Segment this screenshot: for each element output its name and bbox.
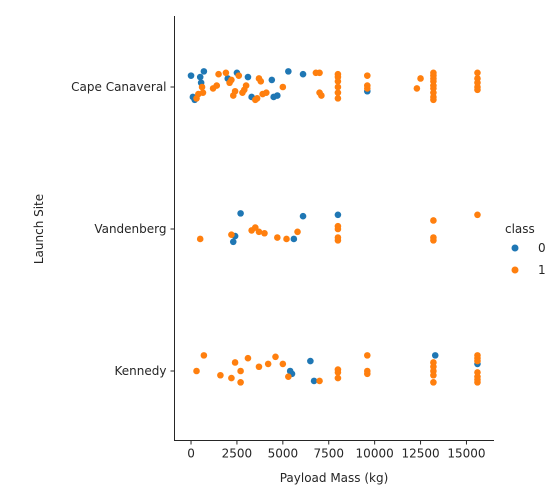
- data-point-class-1: [263, 89, 270, 96]
- data-point-class-0: [432, 352, 439, 359]
- data-point-class-1: [364, 371, 371, 378]
- data-point-class-1: [201, 352, 208, 359]
- data-point-class-1: [430, 237, 437, 244]
- data-point-class-1: [364, 85, 371, 92]
- data-point-class-1: [285, 373, 292, 380]
- legend-marker-0: [512, 245, 519, 252]
- data-point-class-1: [335, 369, 342, 376]
- data-point-class-1: [335, 78, 342, 85]
- data-point-class-0: [285, 68, 292, 75]
- y-axis-ticks: Cape Canaveral Vandenberg Kennedy: [71, 80, 174, 378]
- x-tick-label: 7500: [313, 447, 344, 461]
- data-point-class-1: [261, 230, 268, 237]
- data-point-class-1: [283, 236, 290, 243]
- x-tick-label: 2500: [222, 447, 253, 461]
- x-tick-label: 10000: [356, 447, 394, 461]
- data-point-class-1: [335, 375, 342, 382]
- y-tick-label: Kennedy: [115, 364, 167, 378]
- data-point-class-1: [335, 89, 342, 96]
- data-point-class-1: [215, 71, 222, 78]
- x-tick-label: 12500: [401, 447, 439, 461]
- legend-marker-1: [512, 267, 519, 274]
- data-point-class-0: [307, 358, 314, 365]
- data-point-class-1: [256, 363, 263, 370]
- legend-label-0: 0: [538, 241, 546, 255]
- legend-title: class: [505, 222, 535, 236]
- data-point-class-1: [232, 359, 239, 366]
- data-point-class-1: [243, 82, 250, 89]
- x-tick-label: 0: [187, 447, 195, 461]
- data-point-class-1: [256, 229, 263, 236]
- data-point-class-0: [188, 72, 195, 79]
- x-axis-label: Payload Mass (kg): [280, 471, 389, 485]
- points-layer: [188, 68, 481, 386]
- data-point-class-1: [200, 89, 207, 96]
- data-point-class-1: [245, 355, 252, 362]
- data-point-class-0: [230, 238, 237, 245]
- y-tick-label: Cape Canaveral: [71, 80, 166, 94]
- legend: class 0 1: [505, 222, 546, 277]
- x-tick-label: 5000: [268, 447, 299, 461]
- data-point-class-1: [474, 358, 481, 365]
- data-point-class-0: [197, 74, 204, 81]
- data-point-class-1: [474, 87, 481, 94]
- data-point-class-1: [316, 378, 323, 385]
- data-point-class-1: [237, 379, 244, 386]
- data-point-class-1: [430, 372, 437, 379]
- data-point-class-1: [335, 84, 342, 91]
- x-tick-label: 15000: [447, 447, 485, 461]
- data-point-class-1: [235, 72, 242, 79]
- data-point-class-1: [318, 92, 325, 99]
- data-point-class-1: [364, 72, 371, 79]
- y-axis-label: Launch Site: [32, 194, 46, 264]
- data-point-class-1: [474, 379, 481, 386]
- data-point-class-1: [335, 95, 342, 102]
- data-point-class-0: [291, 236, 298, 243]
- data-point-class-1: [335, 237, 342, 244]
- data-point-class-1: [272, 354, 279, 361]
- data-point-class-1: [430, 379, 437, 386]
- data-point-class-1: [430, 96, 437, 103]
- data-point-class-1: [217, 372, 224, 379]
- data-point-class-1: [335, 226, 342, 233]
- data-point-class-0: [201, 68, 208, 75]
- data-point-class-1: [258, 78, 265, 85]
- data-point-class-1: [280, 84, 287, 91]
- data-point-class-1: [232, 88, 239, 95]
- data-point-class-0: [300, 213, 307, 220]
- data-point-class-1: [474, 70, 481, 77]
- data-point-class-1: [430, 217, 437, 224]
- data-point-class-1: [213, 82, 220, 89]
- data-point-class-1: [193, 368, 200, 375]
- data-point-class-1: [228, 77, 235, 84]
- data-point-class-1: [237, 368, 244, 375]
- data-point-class-1: [197, 236, 204, 243]
- data-point-class-1: [294, 229, 301, 236]
- x-axis-ticks: 0 2500 5000 7500 10000 12500 15000: [187, 441, 485, 461]
- data-point-class-0: [300, 71, 307, 78]
- y-tick-label: Vandenberg: [94, 222, 166, 236]
- data-point-class-1: [228, 375, 235, 382]
- data-point-class-1: [228, 231, 235, 238]
- data-point-class-1: [199, 84, 206, 91]
- data-point-class-1: [316, 70, 323, 77]
- data-point-class-1: [417, 75, 424, 82]
- data-point-class-1: [364, 352, 371, 359]
- data-point-class-0: [269, 77, 276, 84]
- data-point-class-1: [414, 85, 421, 92]
- data-point-class-1: [474, 212, 481, 219]
- data-point-class-1: [280, 361, 287, 368]
- data-point-class-0: [274, 92, 281, 99]
- data-point-class-0: [245, 74, 252, 81]
- data-point-class-1: [274, 234, 281, 241]
- legend-label-1: 1: [538, 263, 546, 277]
- data-point-class-0: [237, 210, 244, 217]
- data-point-class-1: [223, 70, 230, 77]
- data-point-class-1: [265, 361, 272, 368]
- data-point-class-0: [335, 212, 342, 219]
- data-point-class-1: [254, 95, 261, 102]
